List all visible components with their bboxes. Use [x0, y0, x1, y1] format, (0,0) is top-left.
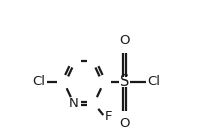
Text: S: S — [120, 74, 129, 89]
Text: N: N — [69, 97, 79, 110]
Text: O: O — [119, 117, 129, 130]
Text: Cl: Cl — [32, 76, 45, 88]
Text: F: F — [105, 110, 112, 122]
Text: Cl: Cl — [148, 76, 161, 88]
Text: O: O — [119, 34, 129, 47]
